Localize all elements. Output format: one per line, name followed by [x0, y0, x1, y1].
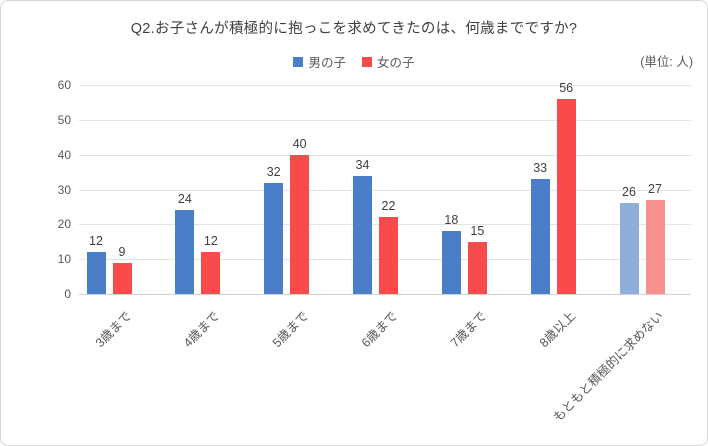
y-tick-label: 30: [57, 182, 71, 197]
legend-item: 男の子: [293, 52, 346, 71]
value-label: 9: [118, 245, 126, 259]
y-tick-label: 10: [57, 252, 71, 267]
gridline: [79, 154, 691, 156]
y-tick-label: 40: [57, 147, 71, 162]
value-label: 40: [292, 137, 307, 151]
value-label: 34: [355, 158, 370, 172]
y-tick-label: 50: [57, 112, 71, 127]
value-label: 12: [203, 234, 218, 248]
legend-label: 女の子: [377, 56, 415, 70]
value-label: 15: [470, 224, 485, 238]
value-label: 22: [381, 199, 396, 213]
value-label: 33: [533, 161, 548, 175]
value-label: 18: [444, 213, 459, 227]
bar-女の子-5歳まで: [290, 155, 310, 294]
bar-女の子-3歳まで: [112, 263, 132, 294]
value-label: 32: [266, 165, 281, 179]
x-tick-label: 3歳まで: [92, 308, 134, 351]
bar-女の子-8歳以上: [556, 99, 576, 294]
gridline: [79, 189, 691, 191]
y-tick-label: 0: [64, 287, 71, 301]
value-label: 26: [622, 185, 636, 199]
x-axis-line: [79, 294, 691, 295]
x-tick-label: 8歳以上: [536, 308, 578, 351]
chart-title: Q2.お子さんが積極的に抱っこを求めてきたのは、何歳までですか?: [130, 21, 578, 37]
legend: 男の子 女の子: [1, 52, 707, 71]
bar-男の子-もともと積極的に求めない: [619, 203, 639, 294]
legend-swatch-icon: [293, 56, 304, 67]
legend-label: 男の子: [308, 56, 346, 70]
bar-男の子-4歳まで: [175, 210, 195, 294]
value-label: 12: [89, 234, 103, 248]
bar-女の子-6歳まで: [379, 217, 398, 294]
y-tick-label: 20: [57, 217, 71, 232]
bar-男の子-8歳以上: [530, 179, 550, 294]
bar-女の子-7歳まで: [467, 242, 487, 294]
gridline: [79, 85, 691, 86]
x-tick-label: 6歳まで: [358, 308, 401, 351]
bar-女の子-もともと積極的に求めない: [645, 200, 665, 294]
bar-男の子-7歳まで: [441, 231, 461, 294]
y-tick-label: 60: [57, 78, 71, 92]
value-label: 56: [559, 81, 574, 95]
bar-男の子-6歳まで: [353, 176, 372, 294]
value-label: 24: [177, 192, 192, 206]
gridline: [79, 119, 691, 121]
bar-男の子-3歳まで: [86, 252, 106, 294]
bar-男の子-5歳まで: [264, 183, 284, 294]
x-tick-label: 4歳まで: [181, 308, 223, 351]
bar-女の子-4歳まで: [201, 252, 221, 294]
legend-swatch-icon: [362, 56, 372, 67]
x-tick-label: 5歳まで: [270, 308, 312, 351]
unit-label: (単位: 人): [640, 55, 693, 69]
value-label: 27: [648, 182, 662, 196]
plot-area: 0 10 20 30 40 50 60 12 9 3歳まで 24 12 4歳まで 32 40 5歳まで 34 22…: [58, 78, 691, 424]
legend-item: 女の子: [362, 52, 415, 71]
x-tick-label: 7歳まで: [447, 308, 490, 351]
